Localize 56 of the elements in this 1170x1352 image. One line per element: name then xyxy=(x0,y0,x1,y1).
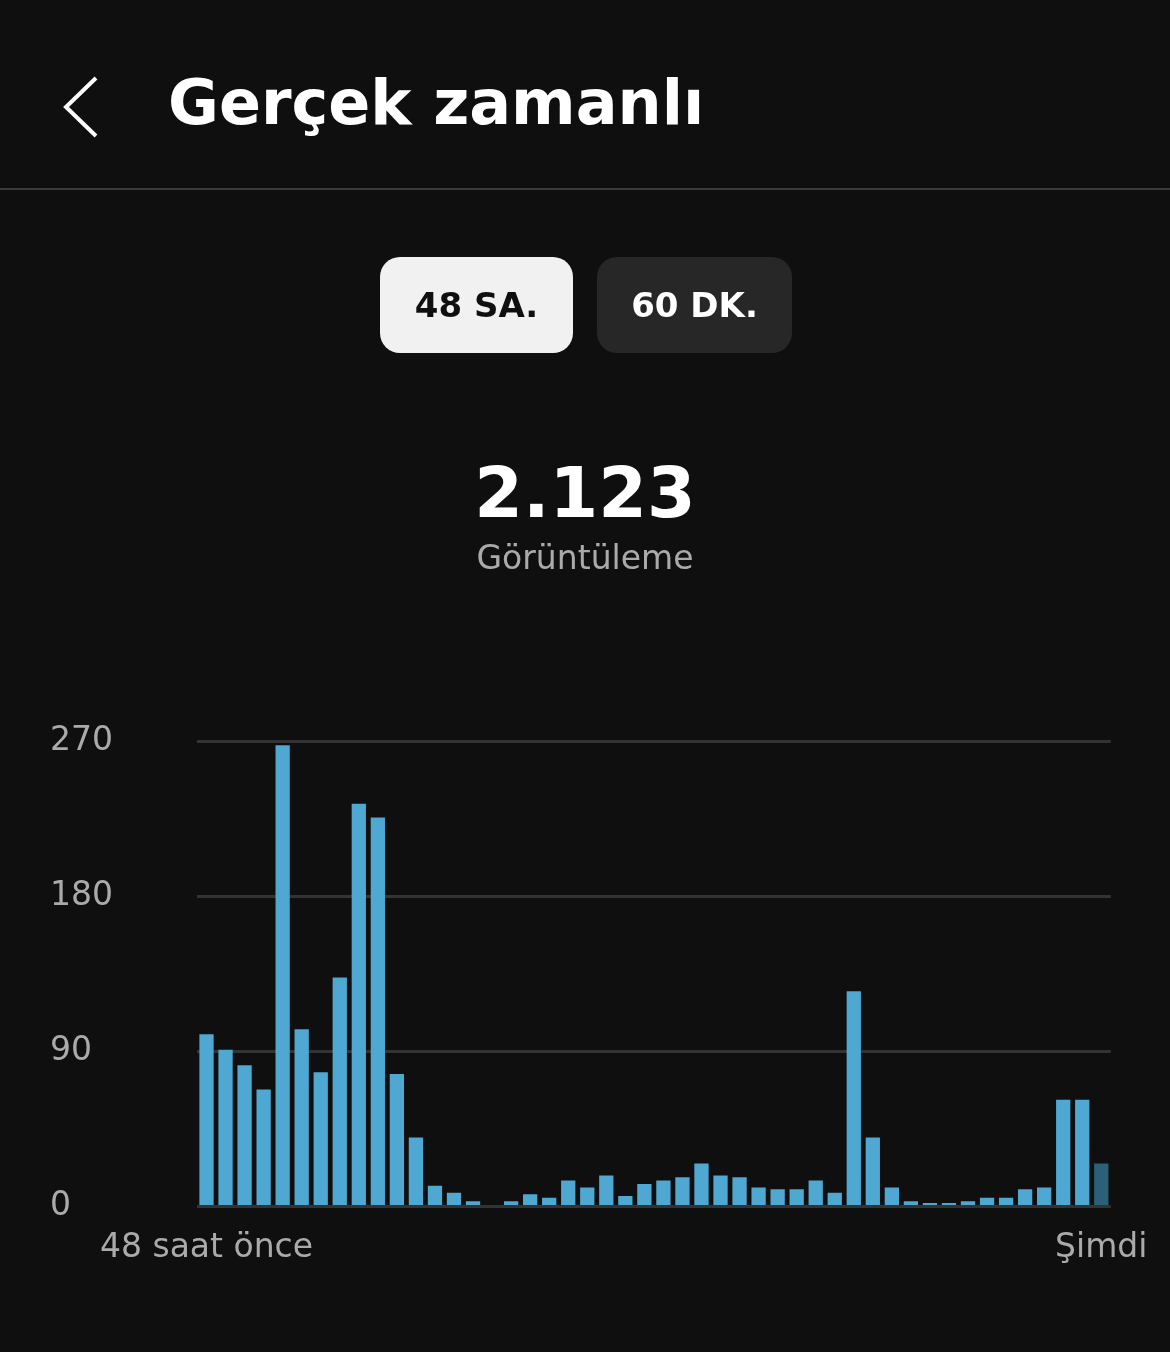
bar xyxy=(561,1180,576,1205)
bar xyxy=(1056,1099,1071,1205)
bar xyxy=(694,1163,709,1205)
bar xyxy=(960,1201,976,1205)
bar xyxy=(675,1177,690,1205)
bar xyxy=(389,1073,405,1205)
bar xyxy=(732,1177,747,1205)
bar xyxy=(599,1175,614,1205)
bar xyxy=(237,1065,252,1205)
bar xyxy=(827,1192,842,1205)
text: Görüntüleme xyxy=(475,538,695,577)
bar xyxy=(542,1197,557,1205)
bar xyxy=(656,1180,671,1205)
bar xyxy=(903,1201,919,1205)
bar xyxy=(503,1201,519,1205)
bar xyxy=(199,1034,214,1205)
bar xyxy=(275,745,290,1205)
y-tick-label: 180 xyxy=(50,874,113,914)
bar xyxy=(998,1197,1014,1205)
x-tick-label: Şimdi xyxy=(1055,1225,1148,1265)
bar xyxy=(408,1137,424,1205)
bar xyxy=(580,1187,595,1205)
bar xyxy=(846,991,861,1205)
y-tick-label: 0 xyxy=(50,1183,71,1223)
bar xyxy=(427,1185,443,1205)
bar xyxy=(523,1194,538,1205)
bar xyxy=(294,1029,309,1205)
bar xyxy=(256,1089,271,1205)
bar xyxy=(351,803,366,1205)
text: 2.123 xyxy=(473,452,697,534)
bar xyxy=(1094,1163,1109,1205)
bar xyxy=(332,977,347,1205)
bar xyxy=(884,1187,899,1205)
y-tick-label: 270 xyxy=(50,719,113,759)
bar xyxy=(465,1201,481,1205)
bar xyxy=(979,1197,995,1205)
text: 60 DK. xyxy=(597,257,792,353)
text: 48 SA. xyxy=(380,257,573,353)
bar xyxy=(218,1049,233,1205)
bar xyxy=(1017,1189,1033,1205)
bar xyxy=(770,1189,785,1205)
bar xyxy=(618,1196,633,1205)
x-tick-label: 48 saat önce xyxy=(99,1225,314,1265)
chart-title: Gerçek zamanlı xyxy=(168,66,705,139)
bar xyxy=(713,1175,728,1205)
bar xyxy=(446,1192,462,1205)
y-tick-label: 90 xyxy=(50,1029,92,1069)
bar xyxy=(1075,1099,1090,1205)
bar xyxy=(808,1180,823,1205)
bar xyxy=(751,1187,766,1205)
bar xyxy=(1037,1187,1052,1205)
bar xyxy=(789,1189,804,1205)
bar xyxy=(313,1072,328,1205)
bar xyxy=(637,1184,652,1205)
bar xyxy=(865,1137,880,1205)
bar xyxy=(370,817,385,1205)
